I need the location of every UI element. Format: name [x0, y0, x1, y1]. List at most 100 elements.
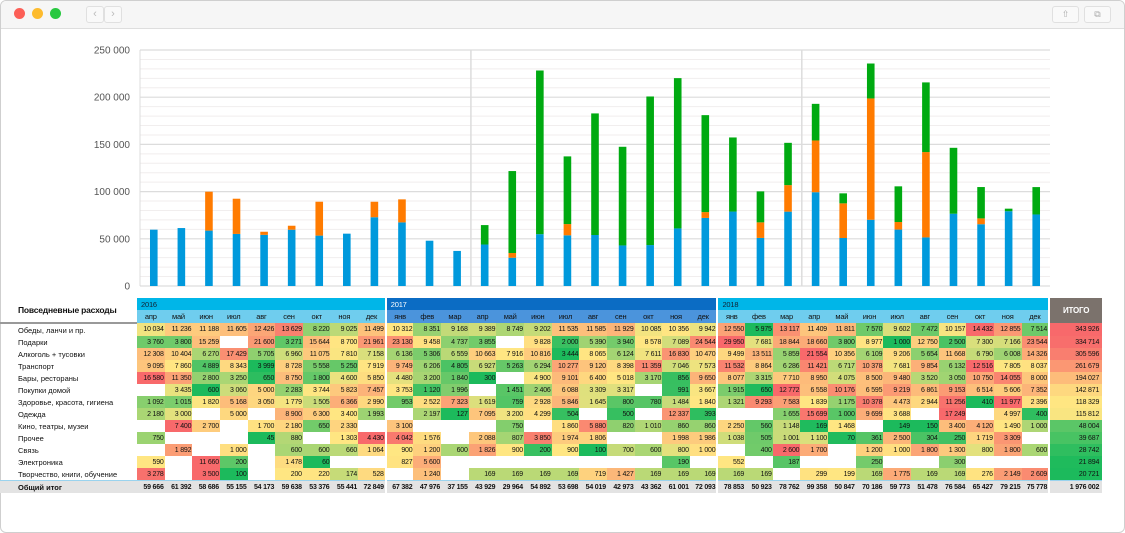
- month-header: июн: [855, 310, 884, 323]
- bar-segment-green: [977, 187, 985, 219]
- heatmap-cell: 169: [717, 468, 746, 481]
- heatmap-cell: 13 629: [275, 323, 303, 336]
- heatmap-cell: 1 038: [717, 432, 746, 444]
- heatmap-cell: 1 303: [330, 432, 359, 444]
- heatmap-cell: 4 997: [993, 408, 1022, 420]
- heatmap-cell: 1 175: [828, 396, 856, 408]
- heatmap-cell: 7 570: [855, 323, 884, 336]
- heatmap-cell: 5 558: [302, 360, 331, 372]
- heatmap-cell: 3 753: [385, 384, 414, 396]
- heatmap-cell: 5 000: [247, 384, 276, 396]
- tabs-button[interactable]: ⧉: [1084, 6, 1111, 23]
- heatmap-cell: 5 263: [496, 360, 524, 372]
- bar-segment-green: [1032, 187, 1041, 215]
- stacked-bar-chart: 0 50 000 100 000 150 000 200 000 250 000: [94, 46, 1050, 293]
- row-label: Одежда: [18, 409, 46, 419]
- heatmap-cell: 16 830: [662, 348, 690, 360]
- forward-button[interactable]: ›: [104, 6, 122, 23]
- heatmap-cell: [606, 456, 635, 468]
- heatmap-cell: 199: [828, 468, 856, 481]
- grand-total-cell: 99 358: [800, 480, 829, 493]
- heatmap-cell: 9 749: [385, 360, 414, 372]
- heatmap-cell: 6 400: [579, 372, 607, 384]
- bar-segment-orange: [563, 224, 572, 236]
- heatmap-cell: 6 861: [910, 384, 939, 396]
- back-button[interactable]: ‹: [86, 6, 104, 23]
- heatmap-cell: 4 737: [441, 336, 469, 348]
- heatmap-cell: 11 236: [164, 323, 193, 336]
- heatmap-cell: 169: [634, 468, 663, 481]
- grand-total-cell: 67 382: [385, 480, 414, 493]
- heatmap-cell: 300: [468, 372, 497, 384]
- bar-segment-blue: [591, 235, 599, 286]
- zoom-window-button[interactable]: [50, 8, 61, 19]
- bar-segment-blue: [563, 235, 572, 286]
- heatmap-cell: 169: [855, 468, 884, 481]
- heatmap-cell: [579, 456, 607, 468]
- minimize-window-button[interactable]: [32, 8, 43, 19]
- heatmap-cell: [385, 408, 414, 420]
- heatmap-cell: 4 900: [523, 372, 552, 384]
- heatmap-cell: [496, 336, 524, 348]
- heatmap-cell: 1 427: [606, 468, 635, 481]
- share-button[interactable]: ⇧: [1052, 6, 1079, 23]
- heatmap-cell: 800: [662, 444, 690, 456]
- heatmap-cell: [192, 432, 220, 444]
- heatmap-cell: [634, 384, 663, 396]
- heatmap-cell: 12 772: [772, 384, 801, 396]
- grand-total-cell: 75 778: [1021, 480, 1051, 493]
- heatmap-cell: 1 645: [579, 396, 607, 408]
- heatmap-cell: [496, 372, 524, 384]
- heatmap-cell: 1 000: [219, 444, 248, 456]
- bar-segment-green: [646, 96, 654, 246]
- heatmap-cell: 7 681: [883, 360, 911, 372]
- bar-segment-orange: [894, 222, 903, 230]
- heatmap-cell: 9 101: [551, 372, 580, 384]
- grand-total-cell: 51 478: [910, 480, 939, 493]
- heatmap-cell: 6 124: [606, 348, 635, 360]
- chevron-left-icon: ‹: [93, 8, 97, 20]
- month-header: дек: [1021, 310, 1051, 323]
- bar-segment-green: [894, 186, 903, 223]
- row-label: Транспорт: [18, 361, 55, 371]
- grand-total-cell: 78 853: [717, 480, 746, 493]
- table-row: Алкоголь + тусовки 12 308 10 404 6 270 17 42…: [0, 348, 1103, 360]
- heatmap-cell: 7 681: [745, 336, 773, 348]
- heatmap-cell: 3 100: [385, 420, 414, 432]
- heatmap-cell: 1 700: [800, 444, 829, 456]
- y-tick-label: 250 000: [94, 46, 131, 57]
- heatmap-cell: 750: [137, 432, 165, 444]
- heatmap-cell: 3 940: [606, 336, 635, 348]
- grand-total-cell: 50 923: [745, 480, 773, 493]
- heatmap-cell: 3 050: [247, 396, 276, 408]
- grand-total-cell: 78 762: [772, 480, 801, 493]
- heatmap-cell: 200: [219, 456, 248, 468]
- heatmap-cell: 528: [358, 468, 387, 481]
- table-row: Обеды, ланчи и пр. 10 034 11 236 11 188 11 6…: [0, 323, 1103, 336]
- bar-segment-green: [1004, 208, 1013, 212]
- heatmap-cell: 856: [662, 372, 690, 384]
- heatmap-cell: [219, 336, 248, 348]
- heatmap-cell: 600: [302, 444, 331, 456]
- heatmap-cell: 8 037: [1021, 360, 1051, 372]
- bar-segment-blue: [839, 238, 847, 286]
- heatmap-cell: 149: [883, 420, 911, 432]
- heatmap-cell: 23 544: [1021, 336, 1051, 348]
- heatmap-cell: [523, 456, 552, 468]
- heatmap-cell: 600: [275, 444, 303, 456]
- heatmap-cell: 12 337: [662, 408, 690, 420]
- heatmap-cell: 6 270: [192, 348, 220, 360]
- row-label: Алкоголь + тусовки: [18, 349, 85, 359]
- heatmap-cell: 6 927: [468, 360, 497, 372]
- year-header-row: Повседневные расходы 2016 2017 2018 ИТОГО: [0, 298, 1103, 324]
- bar-segment-orange: [205, 191, 213, 231]
- grand-total-cell: 61 392: [164, 480, 193, 493]
- close-window-button[interactable]: [14, 8, 25, 19]
- heatmap-cell: 11 350: [164, 372, 193, 384]
- heatmap-cell: 2 149: [993, 468, 1022, 481]
- grand-total-cell: 43 929: [468, 480, 497, 493]
- month-header: апр: [468, 310, 497, 323]
- bar-segment-blue: [618, 245, 627, 286]
- heatmap-cell: 400: [1021, 408, 1051, 420]
- bar-segment-green: [618, 146, 627, 246]
